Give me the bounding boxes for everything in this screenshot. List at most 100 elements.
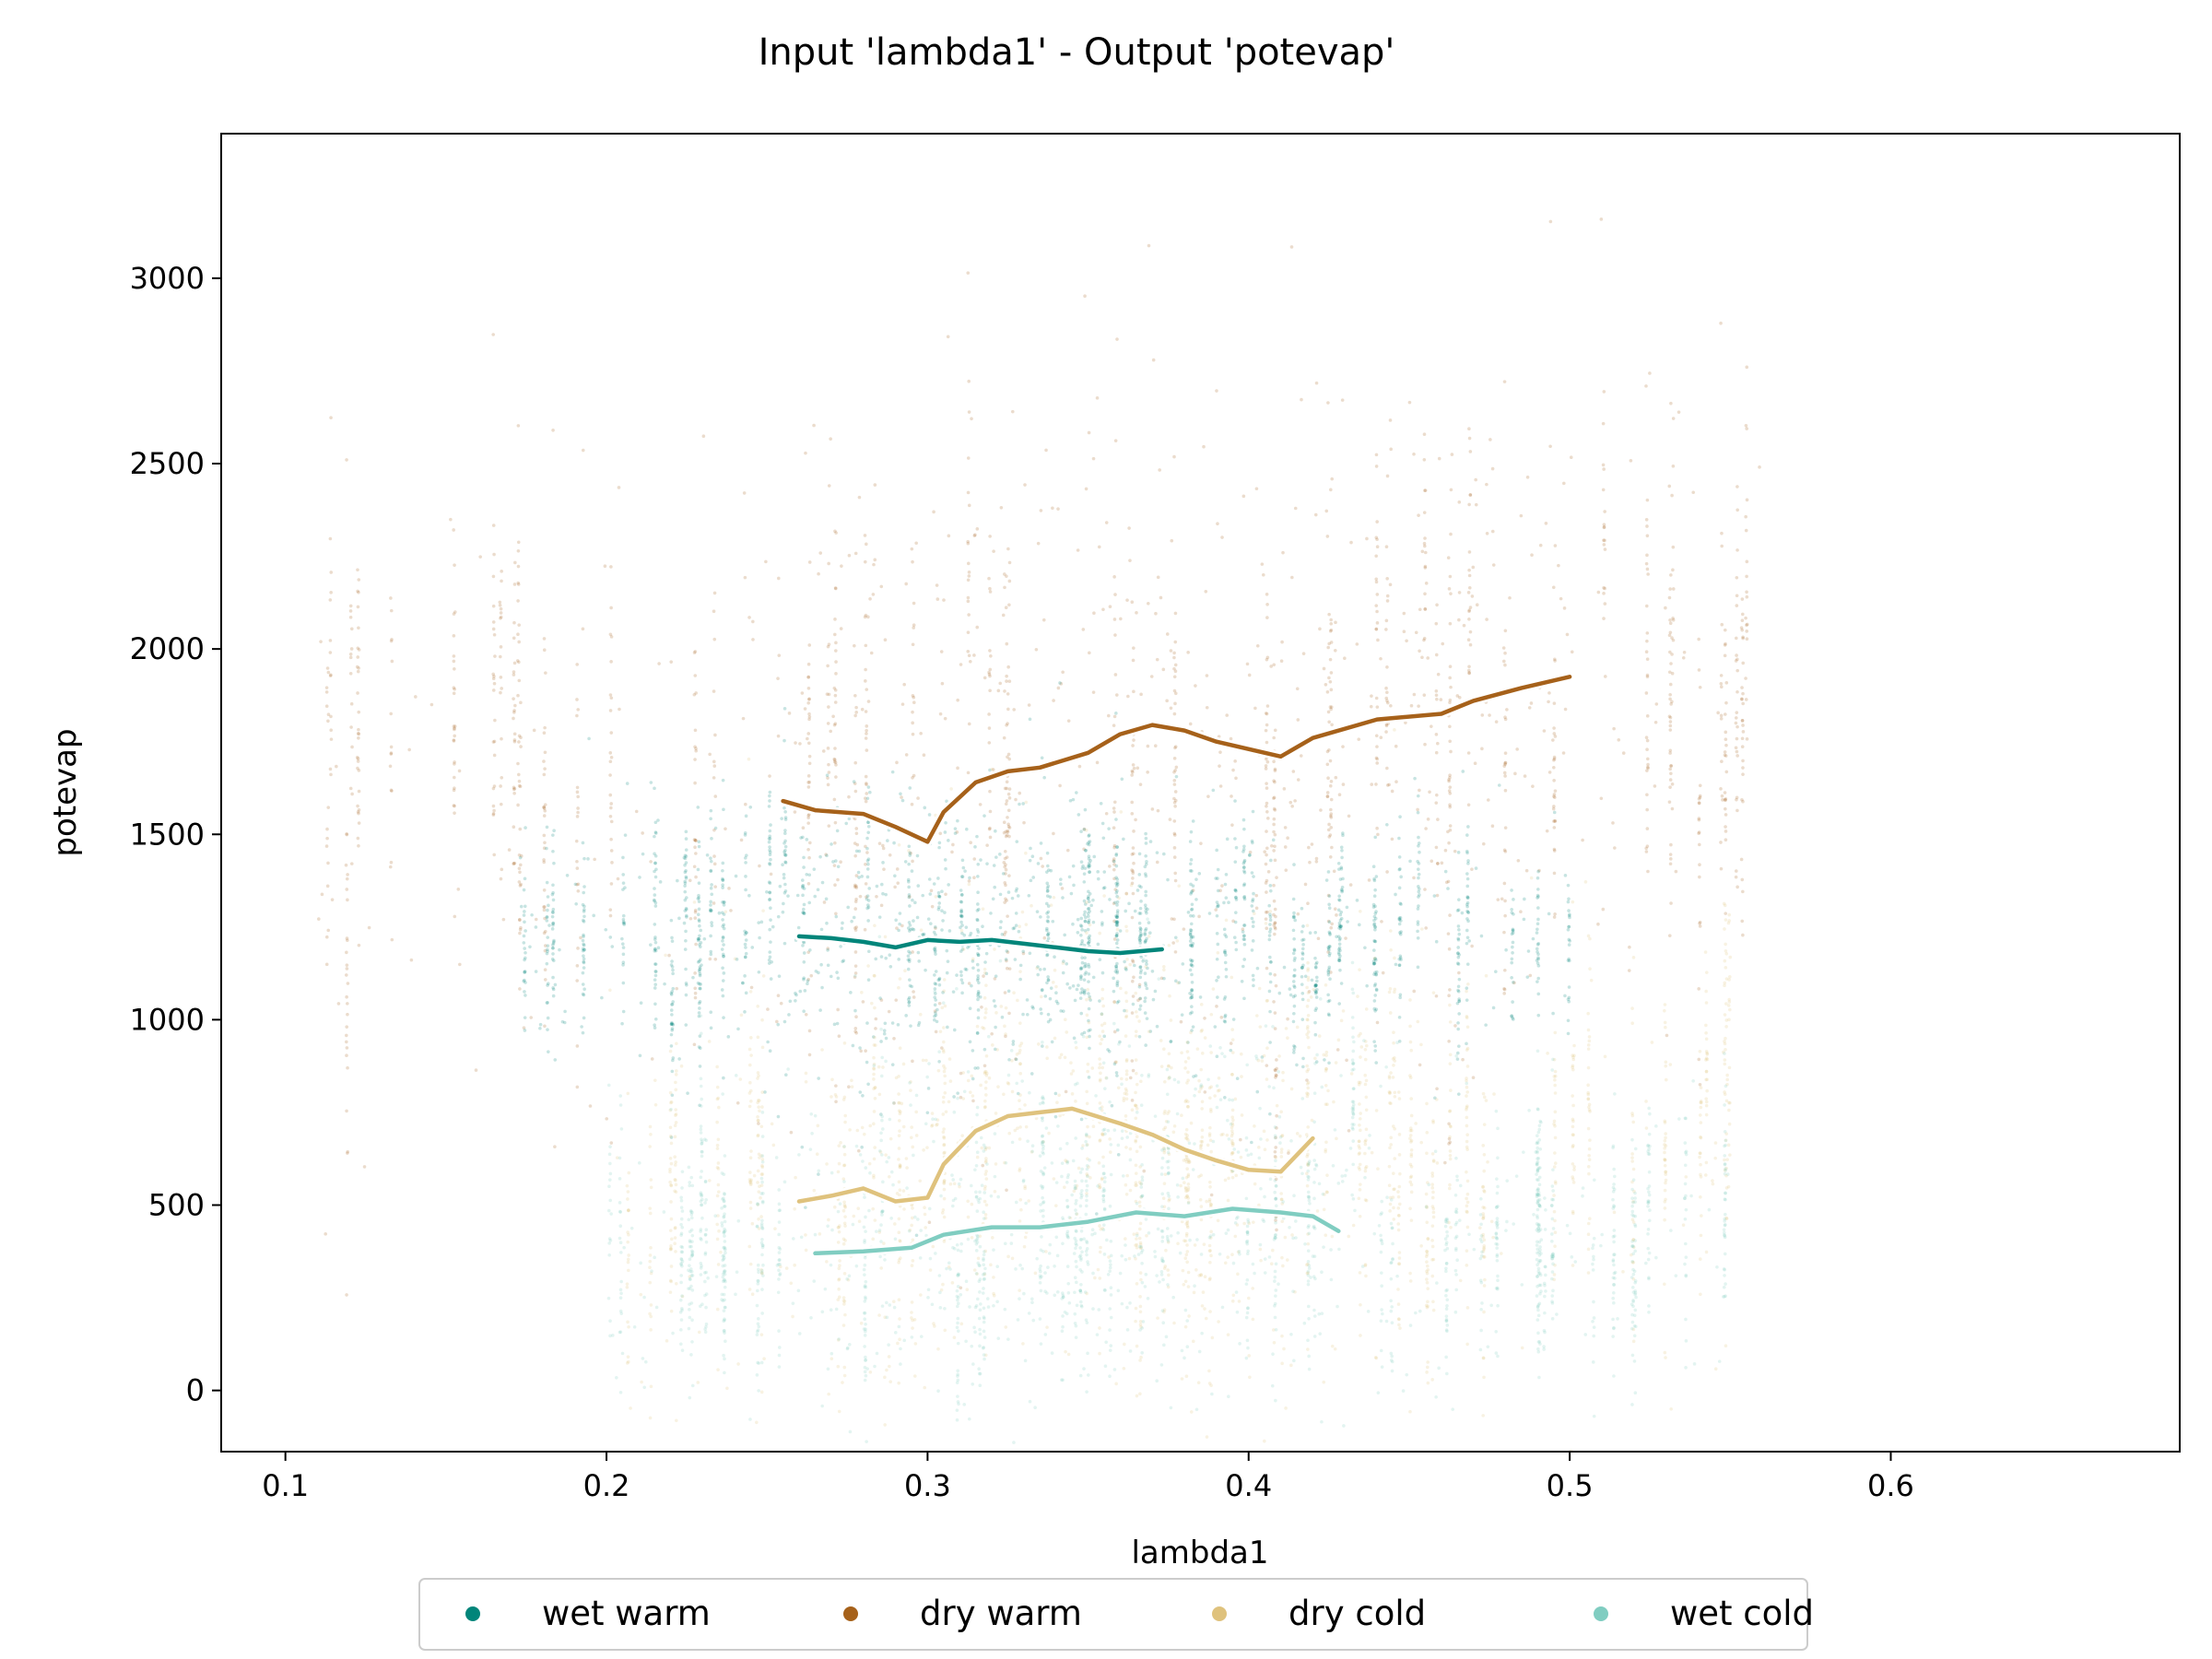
scatter-point [866, 919, 870, 923]
scatter-point [1586, 934, 1591, 938]
scatter-point [575, 663, 579, 666]
scatter-point [877, 915, 882, 919]
scatter-point [1467, 665, 1471, 669]
scatter-point [1465, 1306, 1470, 1310]
scatter-point [1049, 986, 1053, 990]
scatter-point [1465, 1225, 1470, 1230]
scatter-point [806, 816, 810, 820]
scatter-point [617, 486, 621, 489]
scatter-point [963, 967, 968, 971]
scatter-point [1172, 651, 1176, 655]
scatter-point [1135, 1104, 1138, 1108]
scatter-point [1327, 906, 1332, 911]
scatter-point [853, 975, 857, 979]
scatter-point [1467, 427, 1471, 431]
scatter-point [1234, 947, 1239, 952]
scatter-point [1242, 895, 1247, 899]
scatter-point [897, 1158, 900, 1161]
scatter-point [768, 850, 772, 854]
scatter-point [1467, 609, 1471, 614]
scatter-point [546, 949, 549, 954]
scatter-point [716, 1167, 721, 1171]
scatter-point [1189, 963, 1194, 967]
scatter-point [1268, 915, 1273, 919]
scatter-point [580, 1025, 583, 1029]
scatter-point [1724, 912, 1728, 915]
scatter-point [1082, 978, 1087, 982]
scatter-point [916, 950, 921, 955]
scatter-point [1282, 965, 1287, 970]
scatter-point [1218, 784, 1223, 788]
scatter-point [697, 1001, 701, 1006]
scatter-point [609, 1141, 614, 1145]
scatter-point [608, 632, 613, 637]
scatter-point [1291, 994, 1296, 999]
scatter-point [1104, 811, 1109, 816]
scatter-point [1668, 630, 1673, 635]
scatter-point [1242, 844, 1246, 849]
scatter-point [906, 926, 911, 930]
scatter-point [1699, 1100, 1702, 1105]
scatter-point [698, 1000, 702, 1004]
scatter-point [1078, 966, 1083, 971]
scatter-point [1645, 738, 1650, 743]
scatter-point [1457, 999, 1461, 1003]
scatter-point [1338, 954, 1342, 959]
scatter-point [1385, 699, 1389, 703]
scatter-point [1392, 1030, 1395, 1034]
scatter-point [325, 884, 330, 888]
scatter-point [975, 1031, 980, 1035]
scatter-point [1482, 1206, 1487, 1210]
scatter-point [1397, 886, 1402, 890]
scatter-point [1315, 987, 1319, 992]
scatter-point [517, 623, 521, 627]
scatter-point [722, 900, 726, 904]
scatter-point [1018, 802, 1021, 806]
scatter-point [1225, 837, 1230, 841]
scatter-point [908, 951, 912, 955]
scatter-point [1113, 1060, 1118, 1065]
scatter-point [586, 857, 590, 861]
scatter-point [776, 576, 781, 581]
scatter-point [1275, 1126, 1278, 1130]
scatter-point [768, 897, 771, 901]
scatter-point [1006, 547, 1010, 551]
scatter-point [826, 963, 830, 968]
scatter-point [1371, 961, 1376, 966]
scatter-point [1392, 1218, 1396, 1221]
scatter-point [1046, 1012, 1051, 1017]
scatter-point [1075, 791, 1078, 794]
scatter-point [1083, 919, 1088, 924]
scatter-point [1053, 1091, 1058, 1096]
scatter-point [1455, 909, 1460, 912]
scatter-point [673, 1135, 677, 1139]
scatter-point [758, 1184, 761, 1189]
scatter-point [1412, 453, 1416, 456]
scatter-point [942, 1050, 946, 1054]
scatter-point [1199, 1218, 1204, 1222]
scatter-point [1723, 628, 1727, 632]
scatter-point [348, 604, 353, 608]
scatter-point [542, 833, 547, 838]
scatter-point [759, 1172, 764, 1176]
scatter-point [1465, 1170, 1468, 1174]
scatter-point [748, 1080, 752, 1085]
scatter-point [1553, 1083, 1557, 1088]
scatter-point [989, 653, 993, 658]
scatter-point [1087, 834, 1091, 838]
scatter-point [1128, 1076, 1133, 1080]
scatter-point [947, 929, 952, 933]
scatter-point [698, 959, 701, 963]
scatter-point [328, 536, 333, 541]
scatter-point [1704, 1058, 1708, 1062]
scatter-point [873, 558, 877, 562]
scatter-point [833, 820, 838, 825]
scatter-point [1434, 994, 1439, 998]
scatter-point [551, 428, 555, 432]
scatter-point [936, 877, 940, 880]
scatter-point [715, 1065, 719, 1069]
scatter-point [693, 745, 697, 749]
scatter-point [669, 1161, 674, 1166]
scatter-point [1465, 1048, 1469, 1052]
scatter-point [976, 968, 981, 972]
